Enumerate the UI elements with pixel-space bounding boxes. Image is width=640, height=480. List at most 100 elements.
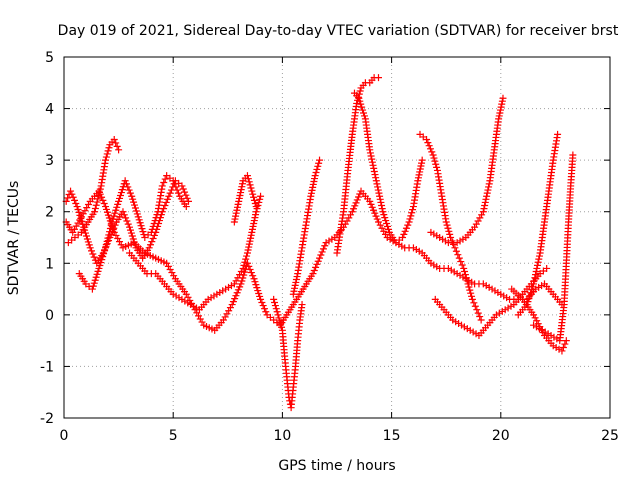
data-point [485, 180, 493, 188]
data-point [530, 277, 538, 285]
data-point [366, 197, 374, 205]
data-point [233, 203, 241, 211]
data-point [247, 231, 255, 239]
y-tick-label: 2 [45, 205, 54, 221]
data-point [270, 295, 278, 303]
data-point [292, 278, 300, 286]
data-point [122, 180, 130, 188]
data-point [131, 201, 139, 209]
data-point [108, 218, 116, 226]
data-point [254, 287, 262, 295]
data-point [348, 208, 356, 216]
data-point [423, 136, 431, 144]
data-point [95, 188, 103, 196]
data-point [298, 301, 306, 309]
data-point [350, 205, 358, 213]
data-point [379, 208, 387, 216]
data-point [101, 156, 109, 164]
data-point [530, 311, 538, 319]
data-point [230, 218, 238, 226]
series-track-c [64, 136, 123, 247]
data-point [316, 254, 324, 262]
data-point [539, 329, 547, 337]
data-point [84, 238, 92, 246]
data-point [164, 262, 172, 270]
data-point [252, 211, 260, 219]
data-point [430, 154, 438, 162]
data-point [111, 209, 119, 217]
data-point [481, 202, 489, 210]
data-point [102, 241, 110, 249]
data-point [373, 180, 381, 188]
data-point [376, 221, 384, 229]
data-point [124, 183, 132, 191]
data-point [78, 217, 86, 225]
data-point [356, 87, 364, 95]
data-point [309, 180, 317, 188]
data-point [467, 289, 475, 297]
data-point [426, 145, 434, 153]
data-point [293, 273, 301, 281]
data-point [68, 190, 76, 198]
data-point [368, 158, 376, 166]
data-point [372, 177, 380, 185]
data-point [152, 214, 160, 222]
y-axis-ticks: -2 -1 0 1 2 3 4 5 [40, 50, 610, 427]
data-point [91, 204, 99, 212]
data-point [308, 186, 316, 194]
data-point [243, 172, 251, 180]
data-point [122, 214, 130, 222]
data-point [249, 190, 257, 198]
data-point [378, 224, 386, 232]
data-point [86, 244, 94, 252]
data-point [532, 271, 540, 279]
data-point [313, 165, 321, 173]
data-point [476, 313, 484, 321]
x-tick-label: 15 [383, 428, 401, 444]
data-point [76, 211, 84, 219]
data-point [120, 211, 128, 219]
data-point [531, 314, 539, 322]
data-point [100, 199, 108, 207]
data-point [98, 256, 106, 264]
data-point [114, 200, 122, 208]
data-point [321, 242, 329, 250]
data-point [95, 264, 103, 272]
data-point [451, 244, 459, 252]
data-point [161, 202, 169, 210]
data-point [452, 247, 460, 255]
data-point [237, 189, 245, 197]
data-point [271, 298, 279, 306]
data-point [535, 255, 543, 263]
data-point [446, 230, 454, 238]
data-point [476, 214, 484, 222]
data-point [151, 217, 159, 225]
data-point [103, 237, 111, 245]
data-point [457, 258, 465, 266]
data-point [250, 220, 258, 228]
data-point [463, 277, 471, 285]
data-point [243, 252, 251, 260]
data-point [477, 316, 485, 324]
data-point [466, 286, 474, 294]
data-point [250, 275, 258, 283]
data-point [96, 261, 104, 269]
data-point [442, 218, 450, 226]
data-point [255, 198, 263, 206]
data-point [554, 130, 562, 138]
data-point [248, 225, 256, 233]
data-point [174, 189, 182, 197]
data-point [240, 261, 248, 269]
data-point [407, 212, 415, 220]
data-point [416, 165, 424, 173]
data-point [378, 202, 386, 210]
data-point [247, 234, 255, 242]
data-point [525, 295, 533, 303]
data-point [89, 282, 97, 290]
data-point [416, 168, 424, 176]
data-point [132, 207, 140, 215]
data-point [372, 212, 380, 220]
data-point [70, 196, 78, 204]
data-point [255, 289, 263, 297]
data-point [178, 182, 186, 190]
